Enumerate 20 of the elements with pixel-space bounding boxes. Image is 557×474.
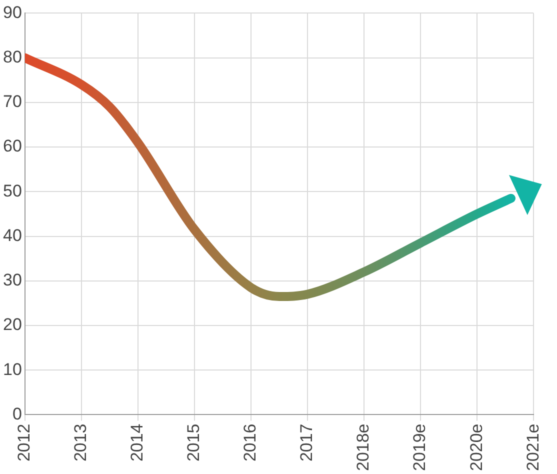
x-tick-label: 2019e: [410, 424, 430, 472]
y-tick-label: 40: [2, 226, 22, 245]
x-tick-label: 2017: [297, 424, 316, 462]
y-tick-label: 50: [2, 181, 22, 200]
y-tick-label: 10: [2, 360, 22, 379]
y-tick-label: 30: [2, 270, 22, 290]
x-tick-label: 2016: [240, 424, 260, 462]
x-tick-label: 2020e: [466, 424, 486, 472]
y-tick-label: 90: [2, 2, 22, 22]
y-tick-label: 60: [2, 136, 22, 156]
y-tick-label: 80: [2, 48, 22, 66]
x-tick-label: 2013: [71, 424, 90, 462]
y-tick-label: 20: [2, 315, 22, 334]
x-tick-label: 2018e: [354, 424, 373, 472]
y-tick-label: 70: [2, 92, 22, 112]
y-tick-label: 0: [12, 404, 22, 424]
x-tick-label: 2014: [128, 424, 147, 462]
x-tick-label: 2012: [14, 424, 34, 462]
x-tick-label: 2015: [184, 424, 204, 462]
x-tick-label: 2021e: [523, 424, 542, 472]
